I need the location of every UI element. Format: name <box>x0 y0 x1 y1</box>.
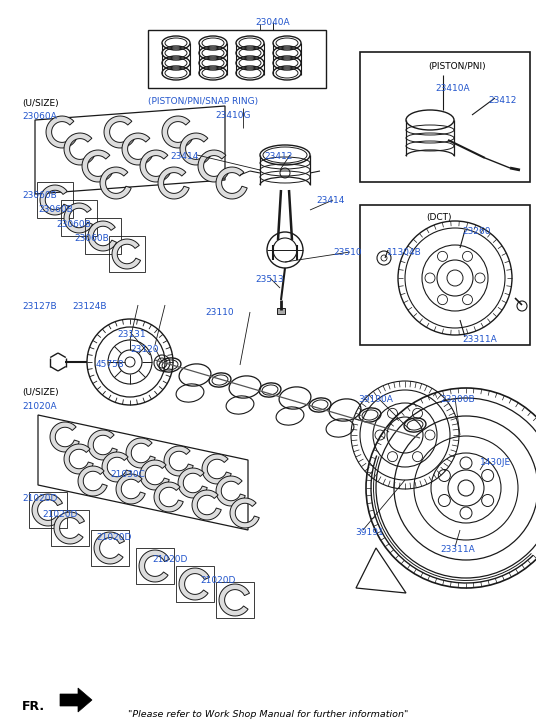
Text: 1430JE: 1430JE <box>480 458 511 467</box>
Text: 23510: 23510 <box>333 248 362 257</box>
Text: 21030C: 21030C <box>110 470 145 479</box>
Text: 23131: 23131 <box>117 330 146 339</box>
Text: (U/SIZE): (U/SIZE) <box>22 388 58 397</box>
Text: 23311A: 23311A <box>462 335 497 344</box>
Polygon shape <box>94 532 124 564</box>
Bar <box>85 218 121 254</box>
Text: 21020D: 21020D <box>96 533 131 542</box>
Text: "Please refer to Work Shop Manual for further information": "Please refer to Work Shop Manual for fu… <box>128 710 408 719</box>
Polygon shape <box>60 688 92 712</box>
Text: 45758: 45758 <box>96 360 125 369</box>
Bar <box>277 308 285 314</box>
Polygon shape <box>64 444 93 474</box>
Text: 23127B: 23127B <box>22 302 57 311</box>
Text: 23414: 23414 <box>170 152 198 161</box>
Polygon shape <box>54 512 85 544</box>
Bar <box>360 205 530 345</box>
Text: (PISTON/PNI/SNAP RING): (PISTON/PNI/SNAP RING) <box>148 97 258 106</box>
Text: 23040A: 23040A <box>255 18 289 27</box>
Polygon shape <box>102 452 131 482</box>
Text: 11304B: 11304B <box>387 248 422 257</box>
Text: 21020D: 21020D <box>42 510 77 519</box>
Text: 21020D: 21020D <box>152 555 188 564</box>
Text: (PISTON/PNI): (PISTON/PNI) <box>428 62 486 71</box>
Polygon shape <box>216 167 247 199</box>
Polygon shape <box>78 466 107 496</box>
Text: 21020D: 21020D <box>22 494 57 503</box>
Polygon shape <box>164 446 193 476</box>
Polygon shape <box>32 494 63 526</box>
Text: 23412: 23412 <box>264 152 292 161</box>
Polygon shape <box>64 203 93 233</box>
Text: 21020A: 21020A <box>22 402 57 411</box>
Polygon shape <box>140 460 169 490</box>
Circle shape <box>517 301 527 311</box>
Bar <box>176 566 214 602</box>
Polygon shape <box>179 568 210 600</box>
Polygon shape <box>198 150 229 182</box>
Polygon shape <box>178 468 207 498</box>
Polygon shape <box>180 133 211 165</box>
Text: 23260: 23260 <box>462 227 490 236</box>
Polygon shape <box>122 133 153 165</box>
Text: 23060B: 23060B <box>74 234 109 243</box>
Bar <box>360 52 530 182</box>
Text: 23513: 23513 <box>255 275 284 284</box>
Text: 23060A: 23060A <box>22 112 57 121</box>
Polygon shape <box>126 438 155 468</box>
Polygon shape <box>88 430 117 460</box>
Bar <box>136 548 174 584</box>
Polygon shape <box>50 422 79 452</box>
Text: 23060B: 23060B <box>56 220 91 229</box>
Text: 23124B: 23124B <box>72 302 107 311</box>
Polygon shape <box>140 150 171 182</box>
Bar <box>109 236 145 272</box>
Text: 23410G: 23410G <box>215 111 250 120</box>
Polygon shape <box>82 150 113 182</box>
Text: 23200B: 23200B <box>440 395 474 404</box>
Text: 23311A: 23311A <box>440 545 475 554</box>
Text: 39190A: 39190A <box>358 395 393 404</box>
Polygon shape <box>40 185 69 215</box>
Text: 23414: 23414 <box>316 196 344 205</box>
Bar <box>148 30 326 88</box>
Bar <box>37 182 73 218</box>
Polygon shape <box>154 482 183 512</box>
Polygon shape <box>192 490 221 520</box>
Polygon shape <box>64 133 95 165</box>
Text: 23120: 23120 <box>130 345 159 354</box>
Text: 39191: 39191 <box>355 528 384 537</box>
Bar <box>29 492 67 528</box>
Text: 23060B: 23060B <box>38 205 73 214</box>
Bar <box>91 530 129 566</box>
Polygon shape <box>219 584 249 616</box>
Polygon shape <box>88 221 117 251</box>
Polygon shape <box>46 116 77 148</box>
Text: 23110: 23110 <box>205 308 234 317</box>
Bar <box>61 200 97 236</box>
Text: 23412: 23412 <box>488 96 516 105</box>
Polygon shape <box>202 454 231 484</box>
Polygon shape <box>216 476 245 506</box>
Polygon shape <box>100 167 131 199</box>
Polygon shape <box>139 550 169 582</box>
Polygon shape <box>104 116 135 148</box>
Text: 21020D: 21020D <box>200 576 235 585</box>
Polygon shape <box>162 116 193 148</box>
Text: FR.: FR. <box>22 700 45 713</box>
Bar <box>51 510 89 546</box>
Polygon shape <box>116 474 145 504</box>
Bar <box>216 582 254 618</box>
Text: (DCT): (DCT) <box>426 213 451 222</box>
Polygon shape <box>230 498 259 528</box>
Text: 23060B: 23060B <box>22 191 57 200</box>
Polygon shape <box>112 239 140 269</box>
Text: 23410A: 23410A <box>435 84 470 93</box>
Text: (U/SIZE): (U/SIZE) <box>22 99 58 108</box>
Polygon shape <box>158 167 189 199</box>
